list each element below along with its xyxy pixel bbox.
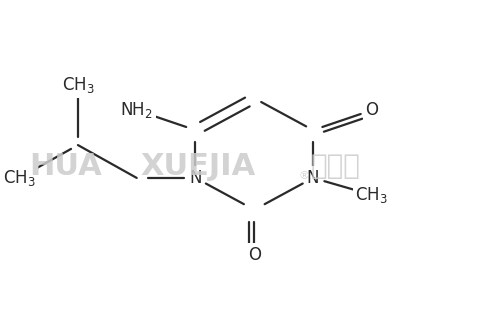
Text: CH$_3$: CH$_3$	[356, 185, 388, 205]
Text: O: O	[248, 245, 261, 264]
Text: XUEJIA: XUEJIA	[140, 152, 256, 181]
Text: N: N	[189, 169, 202, 187]
Text: CH$_3$: CH$_3$	[3, 168, 36, 188]
Text: ®: ®	[299, 171, 310, 181]
Text: CH$_3$: CH$_3$	[62, 75, 94, 95]
Text: 化学加: 化学加	[310, 152, 361, 180]
Text: O: O	[366, 101, 378, 119]
Text: N: N	[307, 169, 319, 187]
Text: HUA: HUA	[29, 152, 102, 181]
Text: NH$_2$: NH$_2$	[121, 100, 153, 120]
